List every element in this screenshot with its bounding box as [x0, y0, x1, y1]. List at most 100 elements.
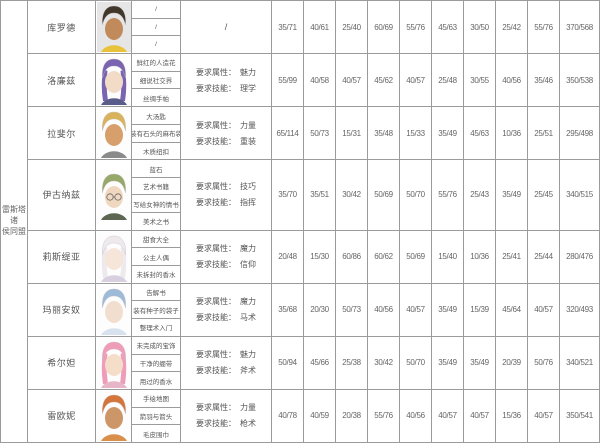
value-cell: 40/56: [368, 283, 400, 336]
value-cell: 35/51: [304, 160, 336, 230]
value-cell: 35/71: [272, 1, 304, 54]
value-cell: 15/40: [432, 230, 464, 283]
requirement-attribute-label: 要求属性：: [196, 244, 236, 254]
character-portrait-icon: [96, 284, 131, 335]
value-cell: 25/45: [528, 160, 560, 230]
character-name: 拉斐尔: [28, 107, 96, 160]
value-cell: 15/39: [464, 283, 496, 336]
value-cell: 35/46: [528, 54, 560, 107]
character-rows: 库罗德 / / //35/71 40/61 25/40 60/69 55/76 45/63 30/…: [28, 1, 599, 442]
value-cells: 20/48 15/30 60/86 60/62 50/69 15/40 10/36 25/41…: [272, 230, 599, 283]
requirement-attribute-value: 力量: [240, 120, 256, 130]
requirement-attribute-label: 要求属性：: [196, 350, 236, 360]
value-cell: 40/57: [464, 389, 496, 442]
requirement-skill-value: 斧术: [240, 366, 256, 376]
requirement-attribute-label: 要求属性：: [196, 403, 236, 413]
item-label: 干净的绷带: [132, 355, 180, 373]
value-cell: 45/66: [304, 336, 336, 389]
value-cell: 40/57: [336, 54, 368, 107]
requirement-attribute-line: 要求属性： 技巧: [196, 181, 256, 192]
value-cell: 50/94: [272, 336, 304, 389]
lost-items-column: 未完成的宝饰 干净的绷带 用过的香水: [132, 336, 181, 389]
item-label: /: [155, 41, 157, 49]
value-cell: 40/57: [528, 389, 560, 442]
requirement-attribute-line: 要求属性： 魔力: [196, 243, 256, 254]
total-value-cell: 350/541: [566, 411, 593, 421]
requirement-attribute-value: 魅力: [240, 350, 256, 360]
value-cell: 35/49: [432, 336, 464, 389]
portrait-cell: [96, 230, 132, 283]
section-sidebar-label: 雷斯塔诸 侯同盟: [1, 1, 28, 442]
value-cell: 40/56: [400, 389, 432, 442]
character-name: 希尔妲: [28, 336, 96, 389]
requirement-skill-value: 信仰: [240, 260, 256, 270]
value-cell: 30/50: [464, 1, 496, 54]
value-cell: 25/51: [528, 107, 560, 160]
value-cell: 40/57: [400, 54, 432, 107]
total-value-cell: 280/476: [566, 252, 593, 262]
total-value-cell: 340/515: [566, 190, 593, 200]
value-cell: 55/76: [368, 389, 400, 442]
item-label: 美术之书: [143, 219, 169, 227]
value-cells: 40/78 40/59 20/38 55/76 40/56 40/57 40/57 15/36…: [272, 389, 599, 442]
value-cell: 40/57: [400, 283, 432, 336]
total-value-cell: 295/498: [566, 128, 593, 138]
table-row: 玛丽安奴 告解书 装有种子的袋子 整理术入门 要求属性： 魔力 要求技能： 马术 35/68 20…: [28, 283, 599, 337]
requirement-skill-value: 枪术: [240, 419, 256, 429]
table-row: 莉斯缇亚 甜食大全 公主人偶 未拆封的香水 要求属性： 魔力 要求技能： 信仰 20/48 15/…: [28, 230, 599, 284]
value-cell: 15/33: [400, 107, 432, 160]
value-cell: 55/76: [400, 1, 432, 54]
table-row: 雷欧妮 手绘地图 箭羽与箭头 毛皮围巾 要求属性： 力量 要求技能： 枪术 40/78 40/59…: [28, 389, 599, 442]
requirement-cell: 要求属性： 力量 要求技能： 枪术: [181, 389, 272, 442]
value-cell: 40/56: [496, 54, 528, 107]
value-cell: 10/36: [464, 230, 496, 283]
requirement-attribute-line: 要求属性： 力量: [196, 120, 256, 131]
lost-items-column: / / /: [132, 1, 181, 54]
requirement-attribute-value: 魔力: [240, 297, 256, 307]
value-cell: 20/30: [304, 283, 336, 336]
requirement-skill-line: 要求技能： 枪术: [196, 418, 256, 429]
item-label: /: [132, 19, 180, 37]
requirement-attribute-line: 要求属性： 魅力: [196, 349, 256, 360]
character-name: 洛廉兹: [28, 54, 96, 107]
item-label: 写给女神的情书: [132, 195, 180, 214]
value-cell: 20/48: [272, 230, 304, 283]
lost-items-column: 蓝石 艺术书籍 写给女神的情书 美术之书: [132, 160, 181, 230]
sidebar-label-line1: 雷斯塔诸: [2, 205, 26, 226]
value-cell: 40/57: [432, 389, 464, 442]
item-label: 丝绸手帕: [143, 95, 169, 103]
requirement-skill-line: 要求技能： 斧术: [196, 365, 256, 376]
requirement-skill-line: 要求技能： 信仰: [196, 259, 256, 270]
sidebar-label-line2: 侯同盟: [2, 226, 26, 236]
requirement-cell: 要求属性： 魅力要求技能： 斧术: [181, 336, 272, 389]
value-cell: 40/58: [304, 54, 336, 107]
value-cell: 45/62: [368, 54, 400, 107]
total-value-cell: 320/493: [566, 305, 593, 315]
table-row: 希尔妲 未完成的宝饰 干净的绷带 用过的香水 要求属性： 魅力要求技能： 斧术 50/94 45…: [28, 336, 599, 390]
portrait-cell: [96, 107, 132, 160]
character-portrait-icon: [96, 55, 131, 106]
requirement-skill-label: 要求技能：: [196, 136, 236, 146]
item-label: 木质纽扣: [143, 148, 169, 156]
value-cell: 50/70: [400, 160, 432, 230]
requirement-attribute-label: 要求属性：: [196, 297, 236, 307]
table-row: 洛廉兹 鲜红的人造花 细说社交界 丝绸手帕 要求属性： 魅力 要求技能： 理学 55/99 40/…: [28, 54, 599, 108]
value-cell: 30/42: [368, 336, 400, 389]
total-value-cell: 370/568: [566, 22, 593, 32]
requirement-attribute-label: 要求属性：: [196, 182, 236, 192]
item-label: 艺术书籍: [132, 178, 180, 196]
value-cell: 45/64: [496, 283, 528, 336]
requirement-attribute-label: 要求属性：: [196, 67, 236, 77]
value-cell: 50/69: [368, 160, 400, 230]
character-portrait-icon: [96, 390, 131, 441]
value-cell: 15/31: [336, 107, 368, 160]
value-cell: 25/38: [336, 336, 368, 389]
requirement-attribute-value: 魔力: [240, 244, 256, 254]
requirement-attribute-line: 要求属性： 魅力: [196, 67, 256, 78]
item-label: 整理术入门: [139, 325, 173, 333]
item-label: 箭羽与箭头: [132, 408, 180, 426]
requirement-cell: 要求属性： 力量 要求技能： 重装: [181, 107, 272, 160]
item-label: 毛皮围巾: [143, 431, 169, 439]
value-cell: 25/41: [496, 230, 528, 283]
requirement-cell: /: [181, 1, 272, 54]
